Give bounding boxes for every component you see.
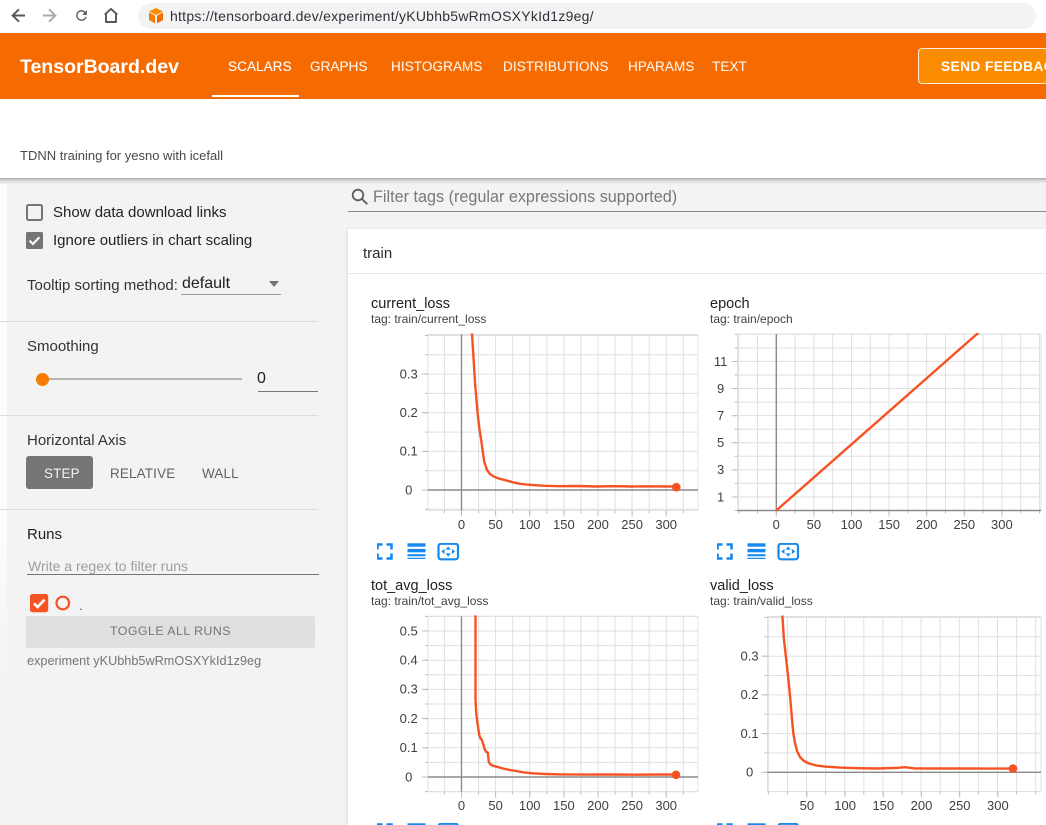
- svg-text:300: 300: [655, 798, 677, 813]
- svg-text:50: 50: [807, 517, 821, 532]
- svg-text:50: 50: [488, 798, 502, 813]
- svg-text:0.3: 0.3: [400, 682, 418, 697]
- svg-text:150: 150: [872, 798, 894, 813]
- svg-text:0.2: 0.2: [400, 405, 418, 420]
- svg-text:300: 300: [987, 798, 1009, 813]
- svg-text:300: 300: [991, 517, 1013, 532]
- svg-text:7: 7: [717, 408, 724, 423]
- svg-text:0.1: 0.1: [741, 726, 759, 741]
- svg-text:0.1: 0.1: [400, 444, 418, 459]
- svg-text:300: 300: [655, 517, 677, 532]
- svg-text:100: 100: [841, 517, 863, 532]
- svg-text:250: 250: [621, 798, 643, 813]
- svg-text:50: 50: [800, 798, 814, 813]
- svg-text:0: 0: [405, 769, 412, 784]
- svg-text:0: 0: [746, 765, 753, 780]
- svg-text:250: 250: [953, 517, 975, 532]
- svg-text:11: 11: [714, 354, 728, 369]
- svg-text:200: 200: [587, 798, 609, 813]
- svg-text:200: 200: [911, 798, 933, 813]
- svg-text:50: 50: [488, 517, 502, 532]
- svg-text:200: 200: [587, 517, 609, 532]
- svg-text:0.3: 0.3: [400, 366, 418, 381]
- svg-text:100: 100: [519, 798, 541, 813]
- svg-text:250: 250: [621, 517, 643, 532]
- svg-text:0: 0: [405, 482, 412, 497]
- svg-text:0.5: 0.5: [400, 623, 418, 638]
- svg-text:5: 5: [717, 435, 724, 450]
- svg-text:150: 150: [553, 517, 575, 532]
- svg-text:0.3: 0.3: [741, 649, 759, 664]
- svg-text:250: 250: [949, 798, 971, 813]
- svg-text:150: 150: [878, 517, 900, 532]
- svg-text:0: 0: [458, 798, 465, 813]
- svg-text:9: 9: [717, 381, 724, 396]
- svg-text:1: 1: [717, 489, 724, 504]
- svg-text:100: 100: [834, 798, 856, 813]
- svg-text:0.4: 0.4: [400, 653, 418, 668]
- svg-text:0.2: 0.2: [741, 687, 759, 702]
- svg-text:0: 0: [458, 517, 465, 532]
- svg-text:200: 200: [916, 517, 938, 532]
- svg-text:150: 150: [553, 798, 575, 813]
- svg-text:0.1: 0.1: [400, 740, 418, 755]
- svg-text:0: 0: [773, 517, 780, 532]
- svg-text:0.2: 0.2: [400, 711, 418, 726]
- svg-text:100: 100: [519, 517, 541, 532]
- svg-text:3: 3: [717, 462, 724, 477]
